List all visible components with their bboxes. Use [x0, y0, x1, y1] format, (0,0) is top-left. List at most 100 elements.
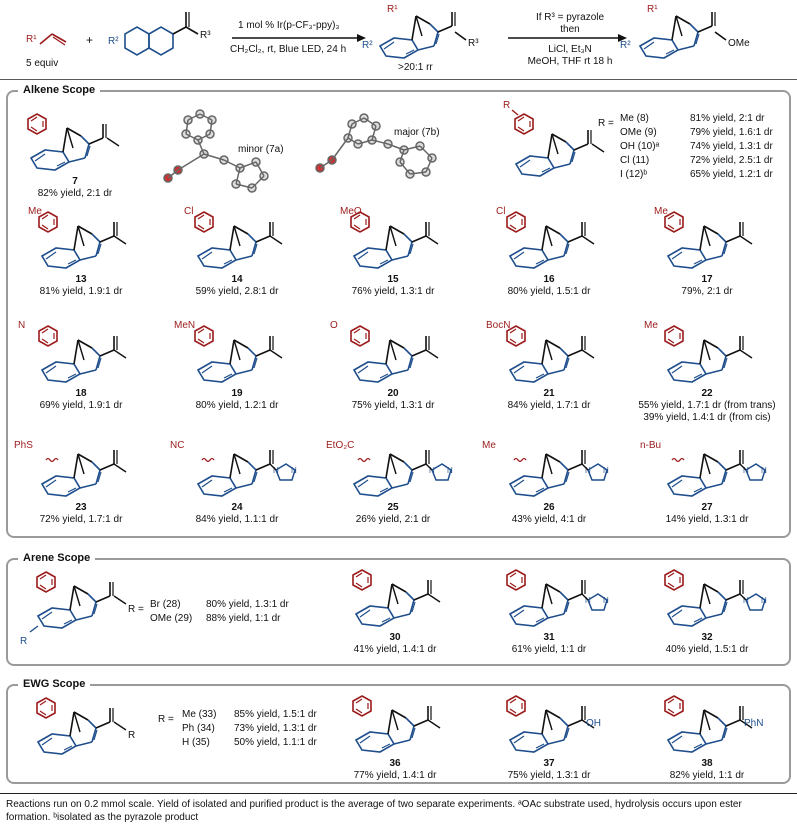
- compound-number: 31: [543, 632, 555, 643]
- compound-14: Cl 14 59% yield, 2.8:1 dr: [162, 206, 312, 297]
- r2-label-product: R²: [362, 40, 373, 51]
- r2-label-final: R²: [620, 40, 631, 51]
- substituent-label: EtO₂C: [326, 440, 355, 451]
- compound-number: 37: [543, 758, 555, 769]
- compound-structure: [667, 449, 768, 497]
- compound-yield: 84% yield, 1.7:1 dr: [507, 400, 591, 411]
- compound-yield: 59% yield, 2.8:1 dr: [195, 286, 279, 297]
- compound-number: 16: [543, 274, 555, 285]
- compound-13: Me 13 81% yield, 1.9:1 dr: [6, 206, 156, 297]
- compound-yield: 41% yield, 1.4:1 dr: [353, 644, 437, 655]
- arene-scope-panel: [6, 558, 791, 666]
- ome-label-final: OMe: [728, 38, 750, 49]
- compound-25: EtO₂C 25 26% yield, 2:1 dr: [318, 436, 468, 525]
- footnote-line-2: formation. ᵇisolated as the pyrazole pro…: [6, 812, 199, 823]
- r1-label-final: R¹: [647, 4, 658, 15]
- compound-number: 25: [387, 502, 399, 513]
- compound-structure: [509, 449, 610, 497]
- substituent-label: Me: [28, 206, 42, 217]
- condition2-then: then: [560, 24, 580, 35]
- compound-yield: 40% yield, 1.5:1 dr: [665, 644, 749, 655]
- r-row: OMe (29) 88% yield, 1:1 dr: [150, 613, 281, 624]
- compound-yield: 72% yield, 1.7:1 dr: [39, 514, 123, 525]
- compound-yield: 14% yield, 1.3:1 dr: [665, 514, 749, 525]
- ewg-r-prefix: R =: [158, 714, 174, 725]
- compound-37: OH 37 75% yield, 1.3:1 dr: [474, 692, 624, 781]
- compound-36: 36 77% yield, 1.4:1 dr: [320, 692, 470, 781]
- compound-yield: 79%, 2:1 dr: [681, 286, 733, 297]
- compound-number: 19: [231, 388, 243, 399]
- compound-number: 22: [701, 388, 713, 399]
- compound-number: 26: [543, 502, 555, 513]
- compound-structure: [664, 695, 753, 753]
- compound-30: 30 41% yield, 1.4:1 dr: [320, 566, 470, 655]
- compound-yield: 80% yield, 1.5:1 dr: [507, 286, 591, 297]
- compound-yield: 81% yield, 1.9:1 dr: [39, 286, 123, 297]
- compound-yield: 77% yield, 1.4:1 dr: [353, 770, 437, 781]
- compound-yield: 82% yield, 1:1 dr: [669, 770, 745, 781]
- compound-yield: 61% yield, 1:1 dr: [511, 644, 587, 655]
- r-row: Me (8) 81% yield, 2:1 dr: [620, 113, 765, 124]
- compound-24: NC 24 84% yield, 1.1:1 dr: [162, 436, 312, 525]
- condition2-bottom: MeOH, THF rt 18 h: [527, 56, 613, 67]
- r-row: Br (28) 80% yield, 1.3:1 dr: [150, 599, 289, 610]
- final-product: [639, 11, 716, 59]
- compound-20: O 20 75% yield, 1.3:1 dr: [318, 320, 468, 411]
- compound-yield: 55% yield, 1.7:1 dr (from trans): [638, 400, 776, 411]
- compound-structure: [197, 449, 298, 497]
- compound-38: PhN 38 82% yield, 1:1 dr: [632, 692, 782, 781]
- ewg-scope-panel: [6, 684, 791, 784]
- compound-structure: [353, 449, 454, 497]
- footnote-line-1: Reactions run on 0.2 mmol scale. Yield o…: [6, 799, 742, 810]
- compound-structure: [194, 211, 283, 269]
- compound-structure: [41, 449, 127, 497]
- crystal-structures: [163, 109, 437, 193]
- arene-r-prefix: R =: [128, 604, 144, 615]
- condition-bottom: CH₂Cl₂, rt, Blue LED, 24 h: [230, 44, 347, 55]
- compound-number: 36: [389, 758, 401, 769]
- substituent-label: n-Bu: [640, 440, 662, 451]
- r-row: OMe (9) 79% yield, 1.6:1 dr: [620, 127, 773, 138]
- compound-structure: [38, 325, 127, 383]
- compound-yield: 84% yield, 1.1:1 dr: [195, 514, 279, 525]
- substituent-label: Cl: [184, 206, 194, 217]
- compound-yield: 80% yield, 1.2:1 dr: [195, 400, 279, 411]
- substituent-label: PhN: [744, 718, 764, 729]
- substituent-label: PhS: [14, 440, 33, 451]
- compound-yield: 82% yield, 2:1 dr: [37, 188, 113, 199]
- substituent-label: Cl: [496, 206, 506, 217]
- compound-number: 20: [387, 388, 399, 399]
- compound-number: 14: [231, 274, 243, 285]
- minor-label: minor (7a): [238, 144, 284, 155]
- arene-scope-title: Arene Scope: [18, 552, 96, 564]
- compound-structure: [352, 569, 441, 627]
- equiv-label: 5 equiv: [26, 58, 59, 69]
- naphthyl-ketone: [124, 12, 199, 56]
- r-row: H (35) 50% yield, 1.1:1 dr: [182, 737, 317, 748]
- compound-number: 18: [75, 388, 87, 399]
- substituent-label: OH: [586, 718, 601, 729]
- r2-label: R²: [108, 36, 119, 47]
- compound-21: BocN 21 84% yield, 1.7:1 dr: [474, 320, 624, 411]
- compound-8-12-structure: [511, 109, 605, 177]
- substituent-label: Me: [654, 206, 668, 217]
- r1-label: R¹: [26, 34, 37, 45]
- substituent-label: Me: [482, 440, 496, 451]
- compound-yield: 75% yield, 1.3:1 dr: [507, 770, 591, 781]
- compound-yield-2: 39% yield, 1.4:1 dr (from cis): [643, 412, 771, 423]
- compound-structure: [664, 569, 768, 627]
- compound-7: 7 82% yield, 2:1 dr: [0, 110, 150, 199]
- compound-structure: [506, 325, 595, 383]
- compound-number: 30: [389, 632, 401, 643]
- r-row: Me (33) 85% yield, 1.5:1 dr: [182, 709, 317, 720]
- alkene-scope-panel: [6, 90, 791, 538]
- compound-structure: [350, 211, 439, 269]
- footnote: Reactions run on 0.2 mmol scale. Yield o…: [6, 798, 791, 824]
- compound-structure: [664, 211, 753, 269]
- compound-yield: 76% yield, 1.3:1 dr: [351, 286, 435, 297]
- compound-structure: [38, 211, 127, 269]
- compound-number: 21: [543, 388, 555, 399]
- compound-structure: [506, 695, 595, 753]
- substituent-label: N: [18, 320, 26, 331]
- r3-label: R³: [200, 30, 211, 41]
